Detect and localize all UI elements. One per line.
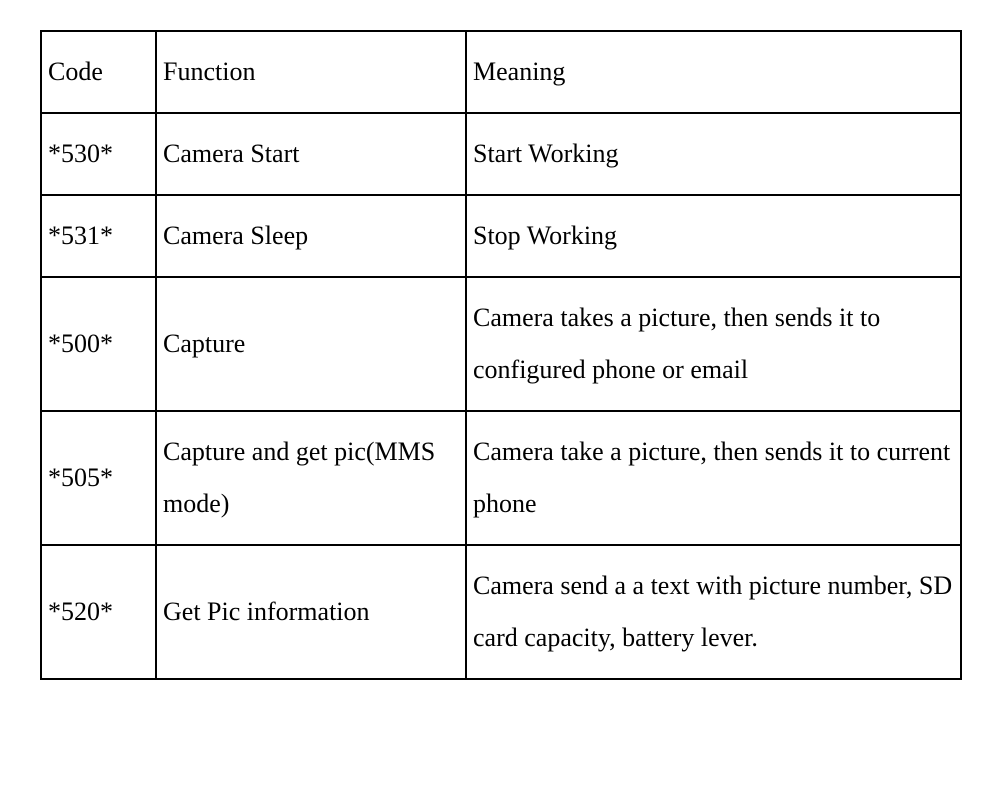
cell-function: Capture and get pic(MMS mode) bbox=[156, 411, 466, 545]
cell-function: Get Pic information bbox=[156, 545, 466, 679]
col-header-meaning: Meaning bbox=[466, 31, 961, 113]
cell-meaning: Camera takes a picture, then sends it to… bbox=[466, 277, 961, 411]
cell-code: *500* bbox=[41, 277, 156, 411]
cell-code: *505* bbox=[41, 411, 156, 545]
table-header-row: Code Function Meaning bbox=[41, 31, 961, 113]
cell-function: Capture bbox=[156, 277, 466, 411]
cell-meaning: Stop Working bbox=[466, 195, 961, 277]
table-row: *505* Capture and get pic(MMS mode) Came… bbox=[41, 411, 961, 545]
cell-function: Camera Start bbox=[156, 113, 466, 195]
codes-table-container: Code Function Meaning *530* Camera Start… bbox=[0, 0, 1000, 710]
table-row: *520* Get Pic information Camera send a … bbox=[41, 545, 961, 679]
cell-meaning: Start Working bbox=[466, 113, 961, 195]
codes-table: Code Function Meaning *530* Camera Start… bbox=[40, 30, 962, 680]
col-header-function: Function bbox=[156, 31, 466, 113]
table-row: *500* Capture Camera takes a picture, th… bbox=[41, 277, 961, 411]
cell-code: *520* bbox=[41, 545, 156, 679]
table-row: *530* Camera Start Start Working bbox=[41, 113, 961, 195]
table-row: *531* Camera Sleep Stop Working bbox=[41, 195, 961, 277]
cell-meaning: Camera take a picture, then sends it to … bbox=[466, 411, 961, 545]
col-header-code: Code bbox=[41, 31, 156, 113]
cell-meaning: Camera send a a text with picture number… bbox=[466, 545, 961, 679]
cell-code: *531* bbox=[41, 195, 156, 277]
cell-code: *530* bbox=[41, 113, 156, 195]
cell-function: Camera Sleep bbox=[156, 195, 466, 277]
